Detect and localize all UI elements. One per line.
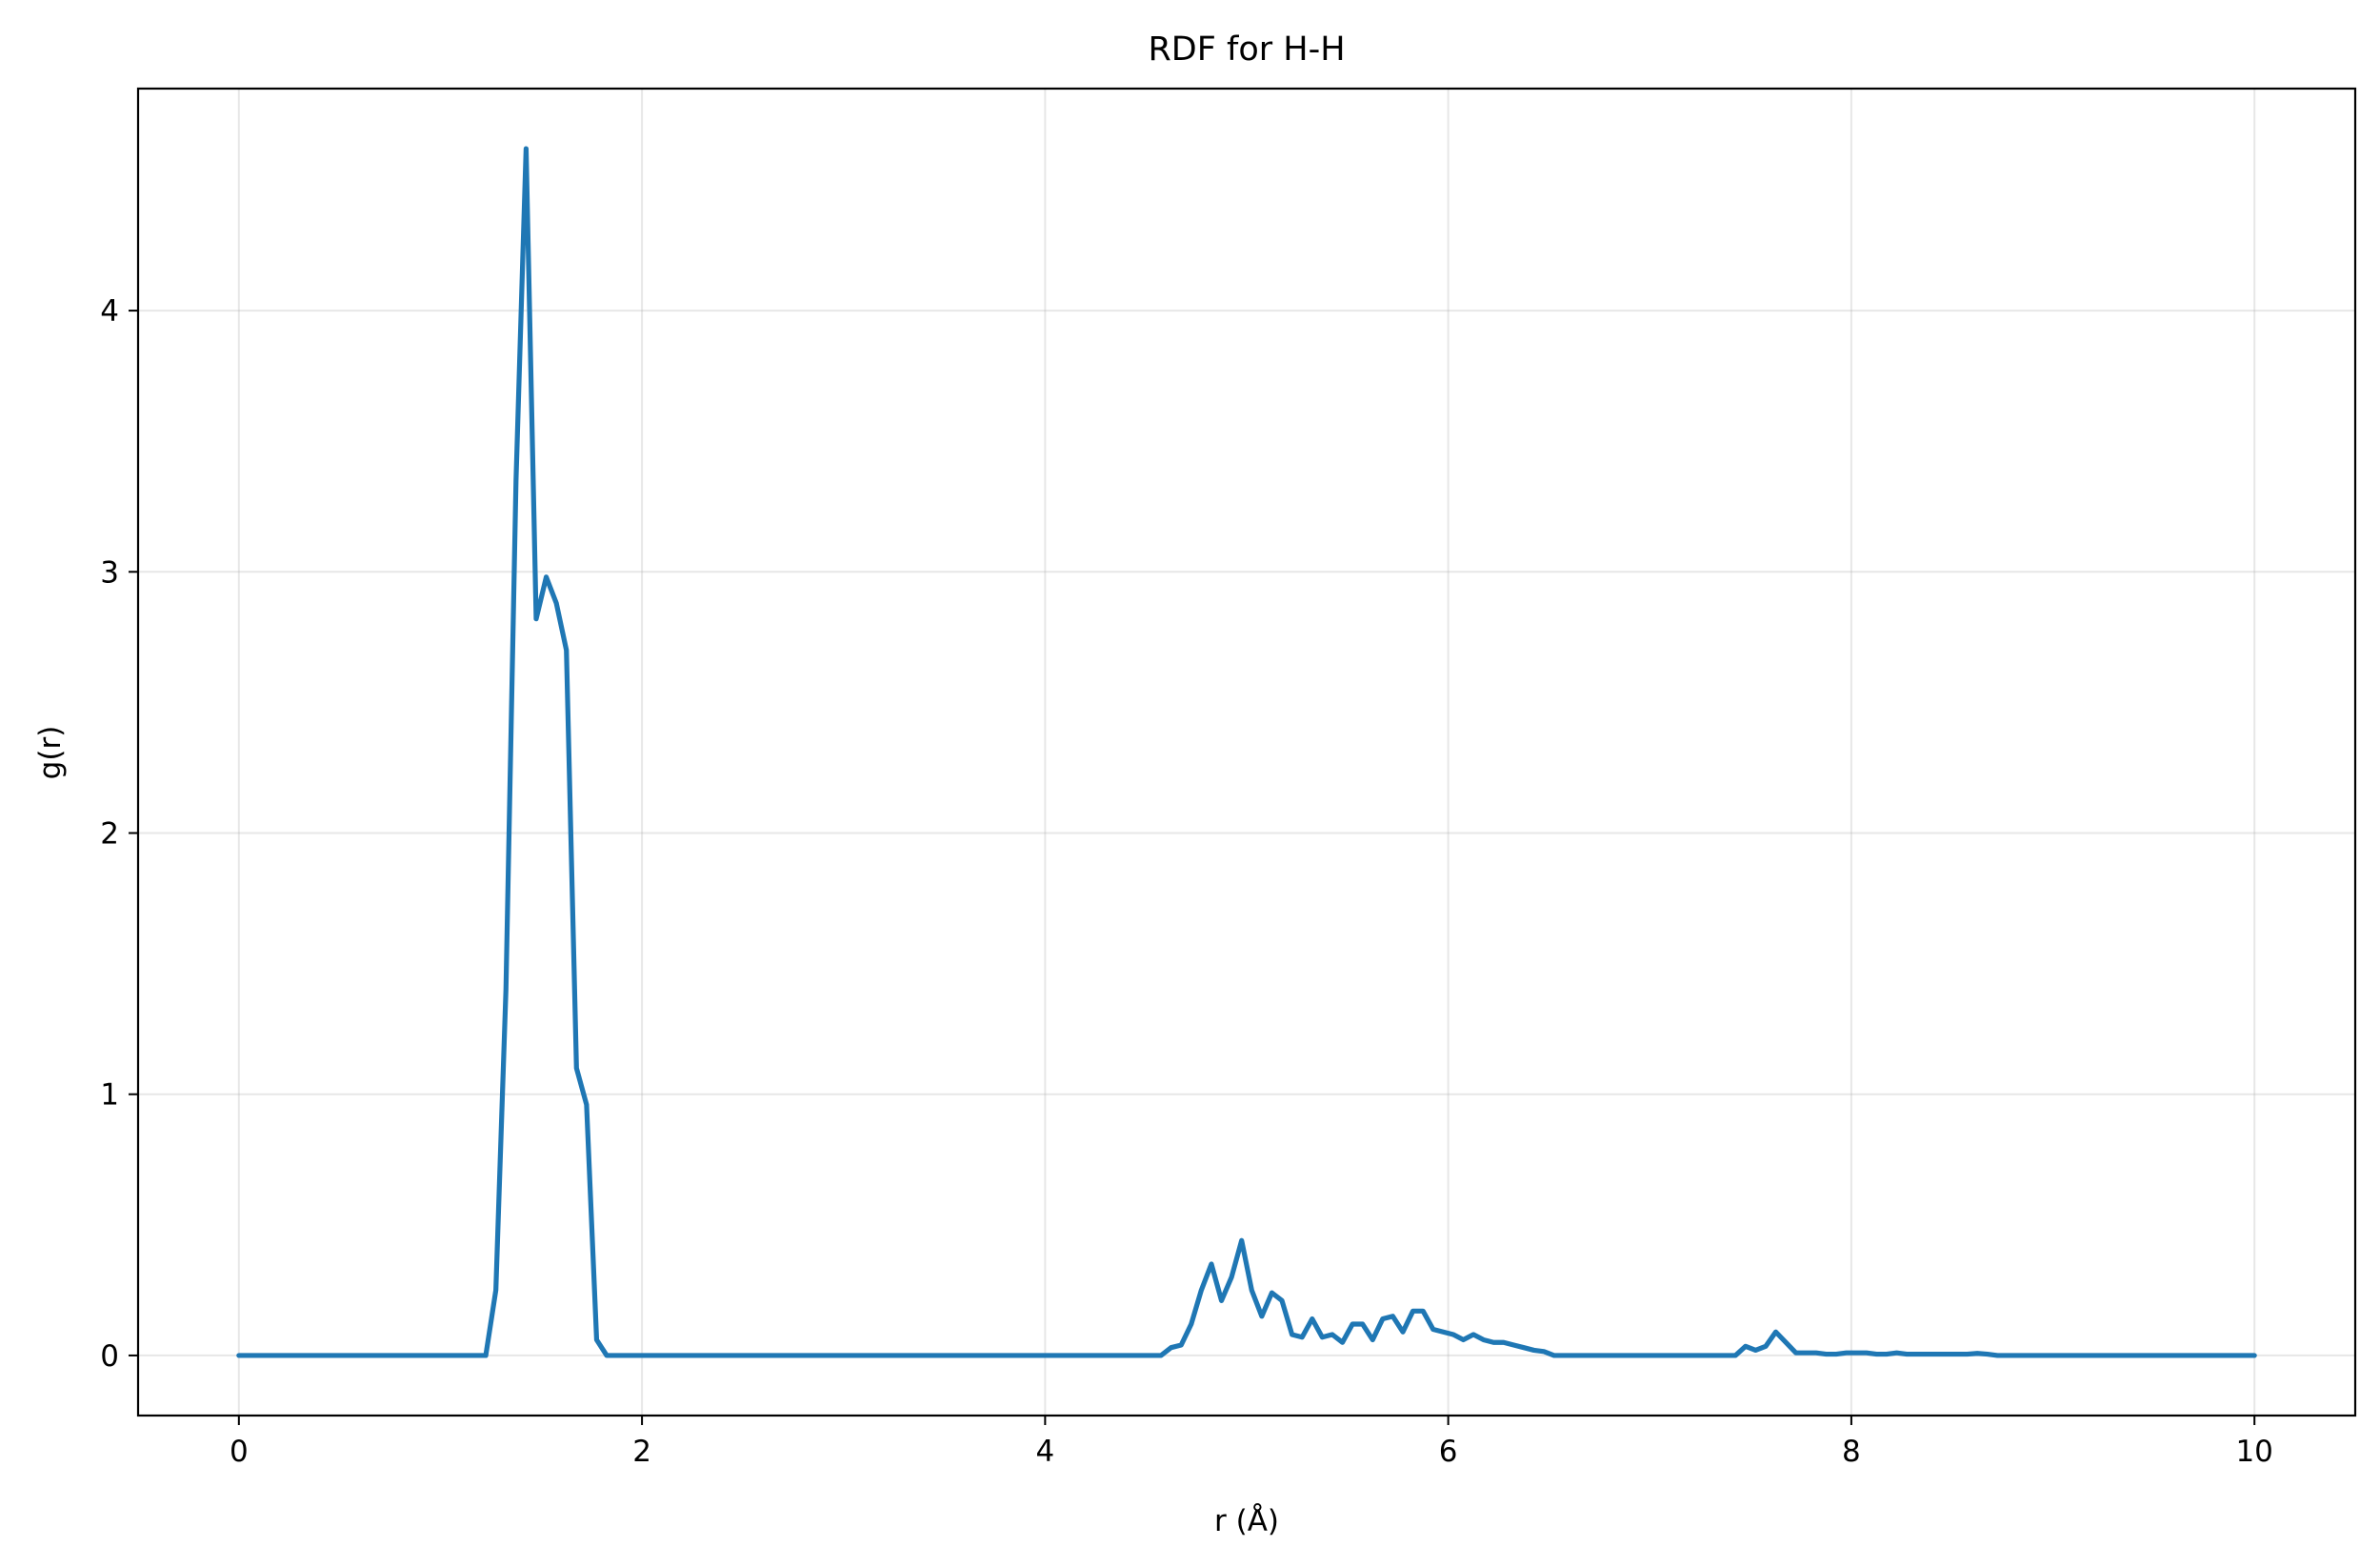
plot-frame [136,87,2357,1417]
series-line [236,146,2257,1358]
x-tick-label: 0 [230,1435,249,1469]
y-tick-label: 0 [100,1339,119,1374]
x-tick-label: 2 [632,1435,651,1469]
x-tick-label: 8 [1842,1435,1861,1469]
y-tick-label: 1 [100,1078,119,1113]
x-tick-label: 10 [2235,1435,2272,1469]
chart-title: RDF for H-H [1148,30,1345,69]
y-tick-label: 3 [100,555,119,590]
y-tick-label: 4 [100,294,119,329]
x-axis-label: r (Å) [1214,1504,1279,1538]
y-axis-label: g(r) [33,726,68,780]
y-tick-label: 2 [100,817,119,852]
axis-ticks: 0 2 4 6 8 10 0 1 2 3 4 [100,294,2273,1469]
series-layer [236,146,2257,1358]
x-tick-label: 4 [1035,1435,1054,1469]
x-tick-label: 6 [1439,1435,1458,1469]
